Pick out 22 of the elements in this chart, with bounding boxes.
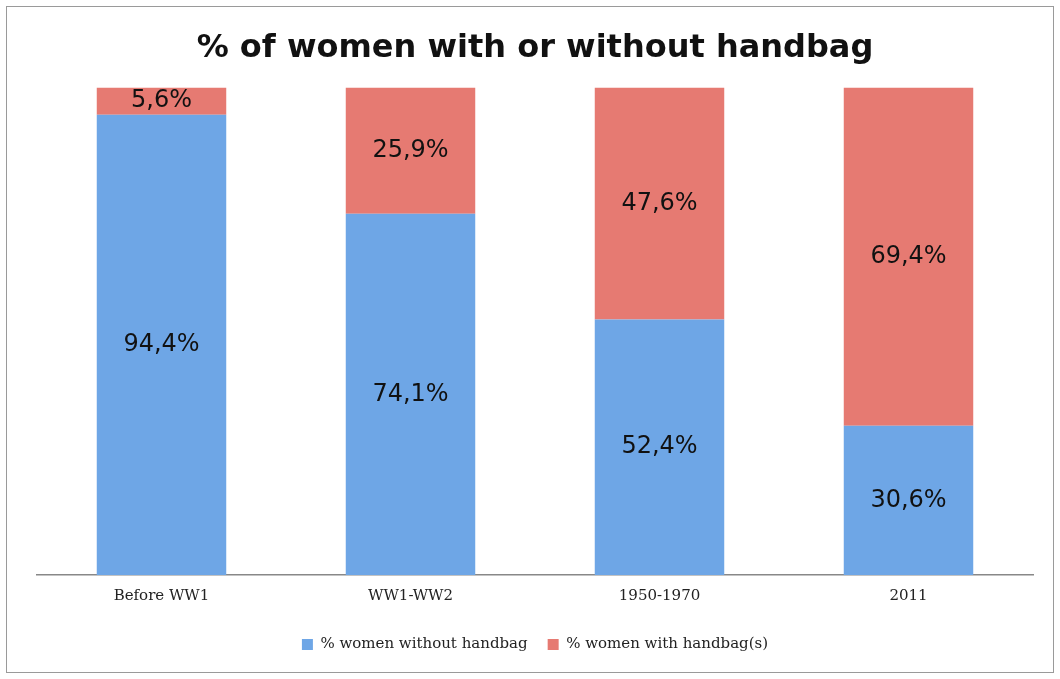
bar: [345, 87, 476, 214]
data-label: 94,4%: [123, 329, 200, 358]
bar: [843, 87, 974, 426]
legend-label: % women without handbag: [320, 634, 529, 653]
x-tick-label: 2011: [889, 585, 928, 604]
legend-label: % women with handbag(s): [566, 634, 769, 653]
bar: [594, 87, 725, 320]
x-tick-label: 1950-1970: [618, 585, 701, 604]
data-label: 5,6%: [131, 85, 192, 114]
x-tick-label: WW1-WW2: [367, 585, 454, 604]
data-label: 69,4%: [870, 240, 947, 269]
chart-title: % of women with or without handbag: [196, 26, 874, 65]
data-label: 30,6%: [870, 484, 947, 513]
data-label: 25,9%: [372, 134, 449, 163]
bar: [96, 114, 227, 575]
bar: [345, 213, 476, 575]
bar: [594, 319, 725, 575]
x-tick-label: Before WW1: [113, 585, 210, 604]
bar: [843, 425, 974, 575]
data-label: 52,4%: [621, 431, 698, 460]
data-label: 74,1%: [372, 378, 449, 407]
data-label: 47,6%: [621, 187, 698, 216]
